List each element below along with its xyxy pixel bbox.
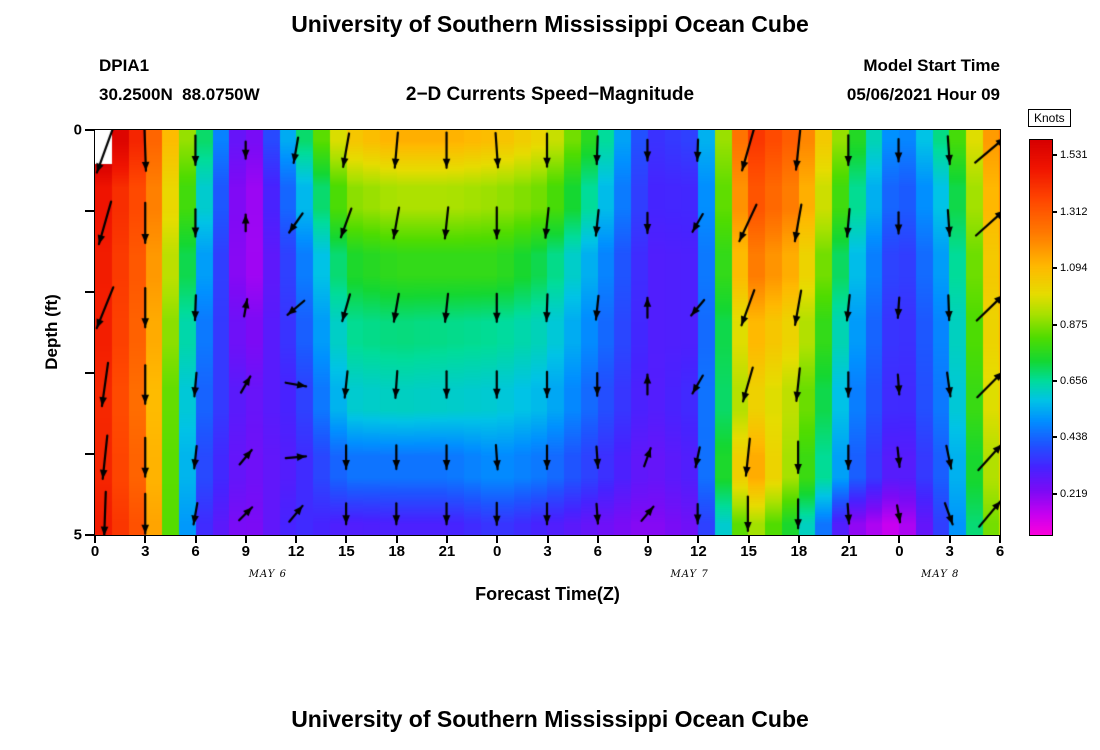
x-axis-date-label: MAY 7	[670, 569, 709, 580]
x-tick-mark	[596, 536, 599, 543]
colorbar-units-label: Knots	[1028, 109, 1071, 127]
x-tick-mark	[999, 536, 1001, 543]
model-start-time-label: Model Start Time	[863, 56, 1000, 75]
y-tick-mark	[85, 372, 94, 374]
x-tick-label: 0	[493, 543, 502, 560]
colorbar-tick-label: 1.531	[1060, 149, 1088, 162]
x-tick-mark	[194, 536, 197, 543]
plot-area	[94, 129, 1001, 536]
x-tick-label: 15	[338, 543, 355, 560]
x-tick-mark	[295, 536, 298, 543]
x-tick-label: 18	[790, 543, 808, 560]
y-tick-mark	[85, 453, 94, 455]
x-tick-mark	[797, 536, 800, 543]
x-tick-mark	[445, 536, 448, 543]
y-tick-mark	[85, 129, 94, 131]
x-tick-mark	[848, 536, 851, 543]
x-tick-label: 6	[995, 543, 1005, 560]
x-tick-label: 15	[740, 543, 757, 560]
colorbar-gradient	[1030, 140, 1052, 535]
plot-subtitle: 2−D Currents Speed−Magnitude	[405, 84, 695, 105]
x-tick-label: 0	[90, 543, 100, 560]
x-tick-label: 3	[141, 543, 150, 560]
x-tick-mark	[395, 536, 398, 543]
colorbar-tick-mark	[1052, 492, 1057, 495]
y-tick-label: 5	[73, 526, 82, 544]
footer-title: University of Southern Mississippi Ocean…	[291, 706, 809, 732]
x-tick-mark	[144, 536, 147, 543]
colorbar-tick-mark	[1052, 436, 1057, 439]
x-tick-label: 3	[945, 543, 954, 560]
page-title: University of Southern Mississippi Ocean…	[291, 11, 809, 37]
x-tick-label: 21	[840, 543, 858, 560]
x-axis-date-label: MAY 8	[921, 569, 960, 580]
colorbar-tick-label: 1.312	[1060, 205, 1088, 218]
x-tick-mark	[948, 536, 951, 543]
x-tick-mark	[94, 536, 96, 543]
colorbar-tick-mark	[1052, 380, 1057, 383]
x-tick-label: 18	[388, 543, 405, 560]
y-tick-mark	[85, 534, 94, 536]
colorbar-tick-mark	[1052, 267, 1057, 270]
x-tick-mark	[697, 536, 700, 543]
x-tick-label: 12	[689, 543, 707, 560]
colorbar-tick-mark	[1052, 210, 1057, 213]
x-axis-label: Forecast Time(Z)	[475, 584, 620, 604]
x-tick-mark	[345, 536, 348, 543]
x-tick-mark	[244, 536, 247, 543]
y-tick-label: 0	[73, 121, 82, 139]
x-tick-label: 21	[438, 543, 456, 560]
x-tick-label: 3	[543, 543, 552, 560]
x-tick-label: 6	[593, 543, 602, 560]
x-tick-label: 9	[241, 543, 250, 560]
x-tick-mark	[546, 536, 549, 543]
x-tick-label: 0	[895, 543, 904, 560]
colorbar-tick-label: 0.438	[1060, 431, 1088, 444]
x-tick-mark	[496, 536, 499, 543]
station-coordinates: 30.2500N 88.0750W	[99, 85, 260, 104]
colorbar	[1029, 139, 1053, 536]
x-tick-label: 9	[643, 543, 653, 560]
model-start-time-value: 05/06/2021 Hour 09	[846, 85, 1000, 104]
colorbar-tick-label: 0.219	[1060, 487, 1088, 500]
y-tick-mark	[85, 210, 94, 212]
heatmap-vector-canvas	[95, 130, 1000, 535]
y-axis-label: Depth (ft)	[42, 294, 61, 370]
colorbar-tick-label: 0.656	[1060, 375, 1088, 388]
x-tick-label: 12	[287, 543, 305, 560]
colorbar-tick-label: 1.094	[1060, 262, 1088, 275]
x-tick-mark	[747, 536, 750, 543]
x-tick-label: 6	[191, 543, 200, 560]
colorbar-tick-label: 0.875	[1060, 318, 1088, 331]
y-tick-mark	[85, 291, 94, 293]
x-axis-date-label: MAY 6	[248, 569, 287, 580]
colorbar-tick-mark	[1052, 323, 1057, 326]
x-tick-mark	[647, 536, 650, 543]
colorbar-tick-mark	[1052, 154, 1057, 157]
station-id: DPIA1	[99, 56, 150, 75]
x-tick-mark	[898, 536, 901, 543]
